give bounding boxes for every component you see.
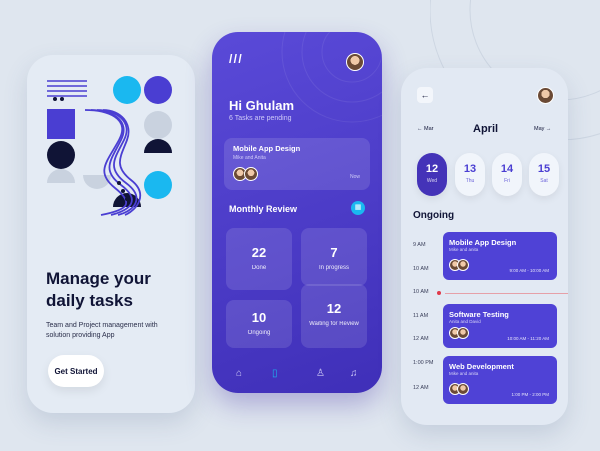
- stat-value: 12: [326, 301, 342, 316]
- day-name: Wed: [426, 178, 438, 184]
- stat-label: In progress: [318, 265, 349, 271]
- stat-value: 10: [251, 310, 267, 325]
- schedule-screen: ← ← Mar April May → 12 Wed 13 Thu 14 Fri 15…: [401, 68, 568, 425]
- event-time: 9:00 AM - 10:00 AM: [509, 268, 549, 273]
- time-label: 9 AM: [413, 242, 426, 248]
- calendar-icon[interactable]: ▦: [351, 201, 365, 215]
- current-time-dot: [437, 291, 441, 295]
- greeting: Hi Ghulam: [229, 98, 295, 113]
- pending-count: 6 Tasks are pending: [229, 115, 292, 122]
- avatar: [457, 327, 469, 339]
- prev-month-button[interactable]: ← Mar: [417, 126, 434, 132]
- avatar: [457, 383, 469, 395]
- task-time: Now: [349, 174, 360, 180]
- event-title: Web Development: [449, 362, 514, 371]
- event-time: 1:00 PM - 2:00 PM: [511, 392, 549, 397]
- time-label: 12 AM: [413, 385, 429, 391]
- avatar: [244, 167, 258, 181]
- day-14[interactable]: 14 Fri: [492, 153, 522, 196]
- user-avatar[interactable]: [346, 53, 364, 71]
- event-people: Anita and David: [449, 319, 481, 324]
- event-title: Software Testing: [449, 310, 509, 319]
- section-title: Ongoing: [413, 210, 455, 221]
- event-card[interactable]: Software Testing Anita and David 10:00 AM …: [443, 304, 557, 348]
- day-13[interactable]: 13 Thu: [455, 153, 485, 196]
- day-number: 14: [500, 163, 514, 175]
- onboarding-screen: Manage your daily tasks Team and Project…: [27, 55, 195, 413]
- event-people: Mike and anita: [449, 371, 479, 376]
- stat-label: Done: [251, 265, 267, 271]
- event-card[interactable]: Mobile App Design Mike and anita 9:00 AM -…: [443, 232, 557, 280]
- day-name: Thu: [465, 178, 475, 184]
- day-name: Fri: [504, 178, 510, 184]
- day-number: 13: [463, 163, 477, 175]
- time-label: 10 AM: [413, 289, 429, 295]
- stat-in-progress[interactable]: 7 In progress: [301, 228, 367, 286]
- profile-icon[interactable]: ♙: [316, 368, 325, 379]
- stat-done[interactable]: 22 Done: [226, 228, 292, 290]
- stat-label: Waiting for Review: [309, 321, 359, 327]
- onboarding-title: Manage your daily tasks: [46, 269, 151, 310]
- onboarding-subtitle: Team and Project management with solutio…: [46, 322, 158, 339]
- user-avatar[interactable]: [537, 87, 554, 104]
- time-label: 11 AM: [413, 313, 429, 319]
- time-label: 10 AM: [413, 266, 429, 272]
- illustration: [47, 76, 172, 216]
- stat-ongoing[interactable]: 10 Ongoing: [226, 300, 292, 348]
- bell-icon[interactable]: ♫: [350, 368, 358, 379]
- time-label: 12 AM: [413, 336, 429, 342]
- time-label: 1:00 PM: [413, 360, 434, 366]
- current-time-line: [445, 292, 568, 294]
- document-icon[interactable]: ▯: [272, 368, 278, 379]
- decorative-rings: [281, 32, 382, 123]
- avatar: [457, 259, 469, 271]
- app-logo-icon: / / /: [229, 52, 242, 66]
- section-title: Monthly Review: [229, 204, 298, 214]
- next-month-button[interactable]: May →: [534, 126, 552, 132]
- day-number: 15: [537, 163, 551, 175]
- day-12[interactable]: 12 Wed: [417, 153, 447, 196]
- day-15[interactable]: 15 Sat: [529, 153, 559, 196]
- next-month-label: May: [534, 126, 545, 132]
- day-name: Sat: [540, 178, 548, 184]
- month-title: April: [473, 123, 499, 135]
- back-button[interactable]: ←: [417, 87, 433, 103]
- get-started-button[interactable]: Get Started: [48, 355, 104, 387]
- prev-month-label: Mar: [424, 126, 434, 132]
- task-people: Mike and Anita: [233, 155, 266, 161]
- event-title: Mobile App Design: [449, 238, 517, 247]
- stat-value: 7: [330, 245, 338, 260]
- event-card[interactable]: Web Development Mike and anita 1:00 PM - 2…: [443, 356, 557, 404]
- stat-label: Ongoing: [247, 330, 271, 336]
- event-time: 10:00 AM - 11:20 AM: [507, 336, 549, 341]
- stat-waiting[interactable]: 12 Waiting for Review: [301, 284, 367, 348]
- day-number: 12: [425, 163, 439, 175]
- task-title: Mobile App Design: [233, 144, 301, 153]
- home-icon[interactable]: ⌂: [236, 368, 243, 379]
- stat-value: 22: [251, 245, 267, 260]
- featured-task-card[interactable]: Mobile App Design Mike and Anita Now: [224, 138, 370, 190]
- home-screen: / / / Hi Ghulam 6 Tasks are pending Mobi…: [212, 32, 382, 393]
- event-people: Mike and anita: [449, 247, 479, 252]
